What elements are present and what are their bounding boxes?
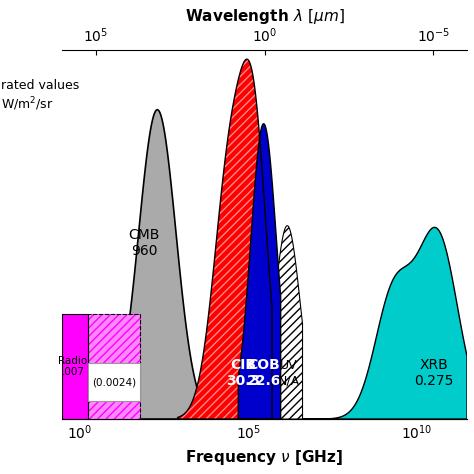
X-axis label: Frequency $\nu$ [GHz]: Frequency $\nu$ [GHz] xyxy=(185,448,344,467)
X-axis label: Wavelength $\lambda$ $[\mu m]$: Wavelength $\lambda$ $[\mu m]$ xyxy=(185,7,345,26)
Bar xyxy=(88,314,140,419)
Bar xyxy=(62,314,88,419)
Text: XRB
0.275: XRB 0.275 xyxy=(414,358,454,389)
Text: (0.0024): (0.0024) xyxy=(92,377,136,387)
Text: UV
N/A: UV N/A xyxy=(278,359,300,387)
Polygon shape xyxy=(238,124,281,419)
Polygon shape xyxy=(96,109,231,419)
Polygon shape xyxy=(277,226,302,419)
Text: Radio
.007: Radio .007 xyxy=(58,356,88,377)
Text: CMB
960: CMB 960 xyxy=(128,228,160,258)
Text: CIB
30.3: CIB 30.3 xyxy=(226,358,260,389)
Bar xyxy=(88,314,140,419)
Polygon shape xyxy=(178,59,272,419)
Polygon shape xyxy=(302,228,467,419)
Text: COB
22.6: COB 22.6 xyxy=(246,358,281,389)
Text: rated values
W/m$^2$/sr: rated values W/m$^2$/sr xyxy=(1,80,80,113)
FancyBboxPatch shape xyxy=(88,363,140,401)
